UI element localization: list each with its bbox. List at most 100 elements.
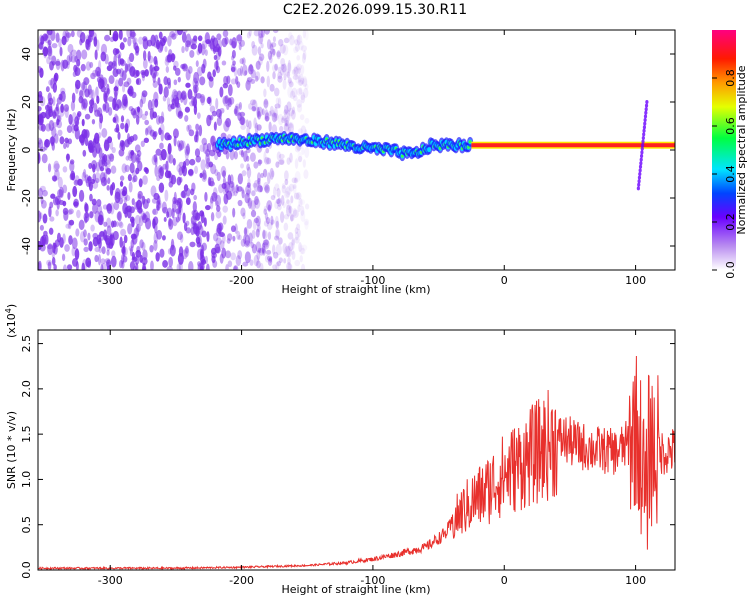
heatmap-cell <box>194 86 198 98</box>
heatmap-cell <box>246 77 252 85</box>
heatmap-cell <box>251 106 257 112</box>
heatmap-cell <box>168 154 174 164</box>
heatmap-cell <box>286 204 292 217</box>
y-tick-label: 20 <box>20 95 33 109</box>
heatmap-cell <box>272 48 276 56</box>
heatmap-cell <box>78 134 85 144</box>
heatmap-cell <box>165 54 172 63</box>
heatmap-cell <box>269 83 275 92</box>
heatmap-cell <box>129 162 135 174</box>
heatmap-cell <box>288 183 295 192</box>
heatmap-cell <box>206 96 212 104</box>
heatmap-cell <box>57 176 63 189</box>
heatmap-cell <box>195 93 202 99</box>
heatmap-cell <box>292 183 297 190</box>
heatmap-cell <box>103 91 108 103</box>
heatmap-cell <box>115 48 120 54</box>
heatmap-cell <box>157 77 161 86</box>
heatmap-cell <box>272 30 279 34</box>
heatmap-cell <box>183 222 188 232</box>
heatmap-cell <box>38 137 43 145</box>
heatmap-cell <box>122 93 128 106</box>
heatmap-cell <box>197 235 202 247</box>
heatmap-cell <box>267 258 273 266</box>
heatmap-cell <box>302 159 306 168</box>
heatmap-cell <box>162 95 167 102</box>
heatmap-cell <box>249 259 254 266</box>
heatmap-cell <box>81 118 85 127</box>
heatmap-cell <box>123 98 129 109</box>
heatmap-cell <box>227 84 233 97</box>
heatmap-cell <box>73 124 79 132</box>
heatmap-cell <box>112 30 119 42</box>
heatmap-cell <box>85 38 90 50</box>
heatmap-cell <box>120 115 125 123</box>
heatmap-cell <box>58 105 65 117</box>
heatmap-cell <box>257 159 262 167</box>
heatmap-cell <box>101 152 105 165</box>
heatmap-cell <box>295 192 302 200</box>
heatmap-cell <box>152 208 157 215</box>
heatmap-cell <box>263 205 268 212</box>
snr-x-label: Height of straight line (km) <box>281 583 430 596</box>
heatmap-cell <box>135 224 140 237</box>
heatmap-cell <box>252 182 258 188</box>
heatmap-cell <box>104 34 111 42</box>
heatmap-cell <box>50 30 56 42</box>
heatmap-cell <box>231 37 237 49</box>
heatmap-cell <box>40 123 46 132</box>
heatmap-cell <box>285 68 290 77</box>
heatmap-cell <box>304 203 310 210</box>
heatmap-cell <box>290 109 296 120</box>
heatmap-cell <box>283 123 289 132</box>
heatmap-cell <box>182 62 188 70</box>
heatmap-cell <box>286 101 292 112</box>
heatmap-cell <box>114 115 120 125</box>
heatmap-cell <box>188 65 193 74</box>
heatmap-cell <box>226 104 230 110</box>
heatmap-cell <box>246 31 251 39</box>
heatmap-cell <box>253 217 259 224</box>
heatmap-cell <box>298 155 303 163</box>
heatmap-cell <box>56 118 60 126</box>
heatmap-cell <box>275 229 280 239</box>
heatmap-cell <box>38 117 42 125</box>
heatmap-cell <box>250 241 254 249</box>
heatmap-cell <box>118 197 124 205</box>
heatmap-cell <box>204 191 208 202</box>
x-tick-label: -200 <box>229 574 254 587</box>
heatmap-cell <box>254 75 259 82</box>
heatmap-cell <box>260 42 264 49</box>
heatmap-cell <box>214 200 219 207</box>
heatmap-cell <box>283 222 289 231</box>
heatmap-cell <box>132 37 137 50</box>
heatmap-cell <box>291 239 295 250</box>
y-tick-label: 40 <box>20 47 33 61</box>
heatmap-cell <box>170 94 175 103</box>
heatmap-cell <box>300 210 306 222</box>
heatmap-cell <box>644 103 649 108</box>
heatmap-cell <box>275 97 280 105</box>
heatmap-cell <box>166 266 173 270</box>
heatmap-cell <box>201 230 207 238</box>
heatmap-cell <box>166 211 170 219</box>
heatmap-cell <box>296 99 303 108</box>
heatmap-cell <box>51 43 58 49</box>
heatmap-cell <box>82 149 87 157</box>
heatmap-cell <box>247 177 251 187</box>
heatmap-cell <box>236 186 243 192</box>
heatmap-cell <box>255 241 262 253</box>
heatmap-cell <box>272 244 276 255</box>
heatmap-cell <box>174 96 180 108</box>
heatmap-cell <box>139 215 144 227</box>
heatmap-cell <box>199 210 205 217</box>
heatmap-cell <box>642 128 646 133</box>
heatmap-cell <box>251 40 256 49</box>
heatmap-cell <box>107 177 111 185</box>
heatmap-cell <box>274 87 280 97</box>
heatmap-cell <box>277 75 283 83</box>
heatmap-cell <box>75 228 80 237</box>
heatmap-cell <box>46 259 52 266</box>
heatmap-cell <box>140 69 146 76</box>
heatmap-cell <box>294 145 301 153</box>
